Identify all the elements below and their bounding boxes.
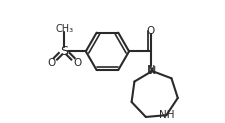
Text: N: N xyxy=(146,65,155,75)
Text: O: O xyxy=(146,26,155,36)
Text: O: O xyxy=(47,58,56,68)
Text: S: S xyxy=(60,45,68,58)
Text: CH₃: CH₃ xyxy=(55,24,73,34)
Text: N: N xyxy=(148,66,156,76)
Text: NH: NH xyxy=(159,110,174,120)
Text: O: O xyxy=(73,58,81,68)
